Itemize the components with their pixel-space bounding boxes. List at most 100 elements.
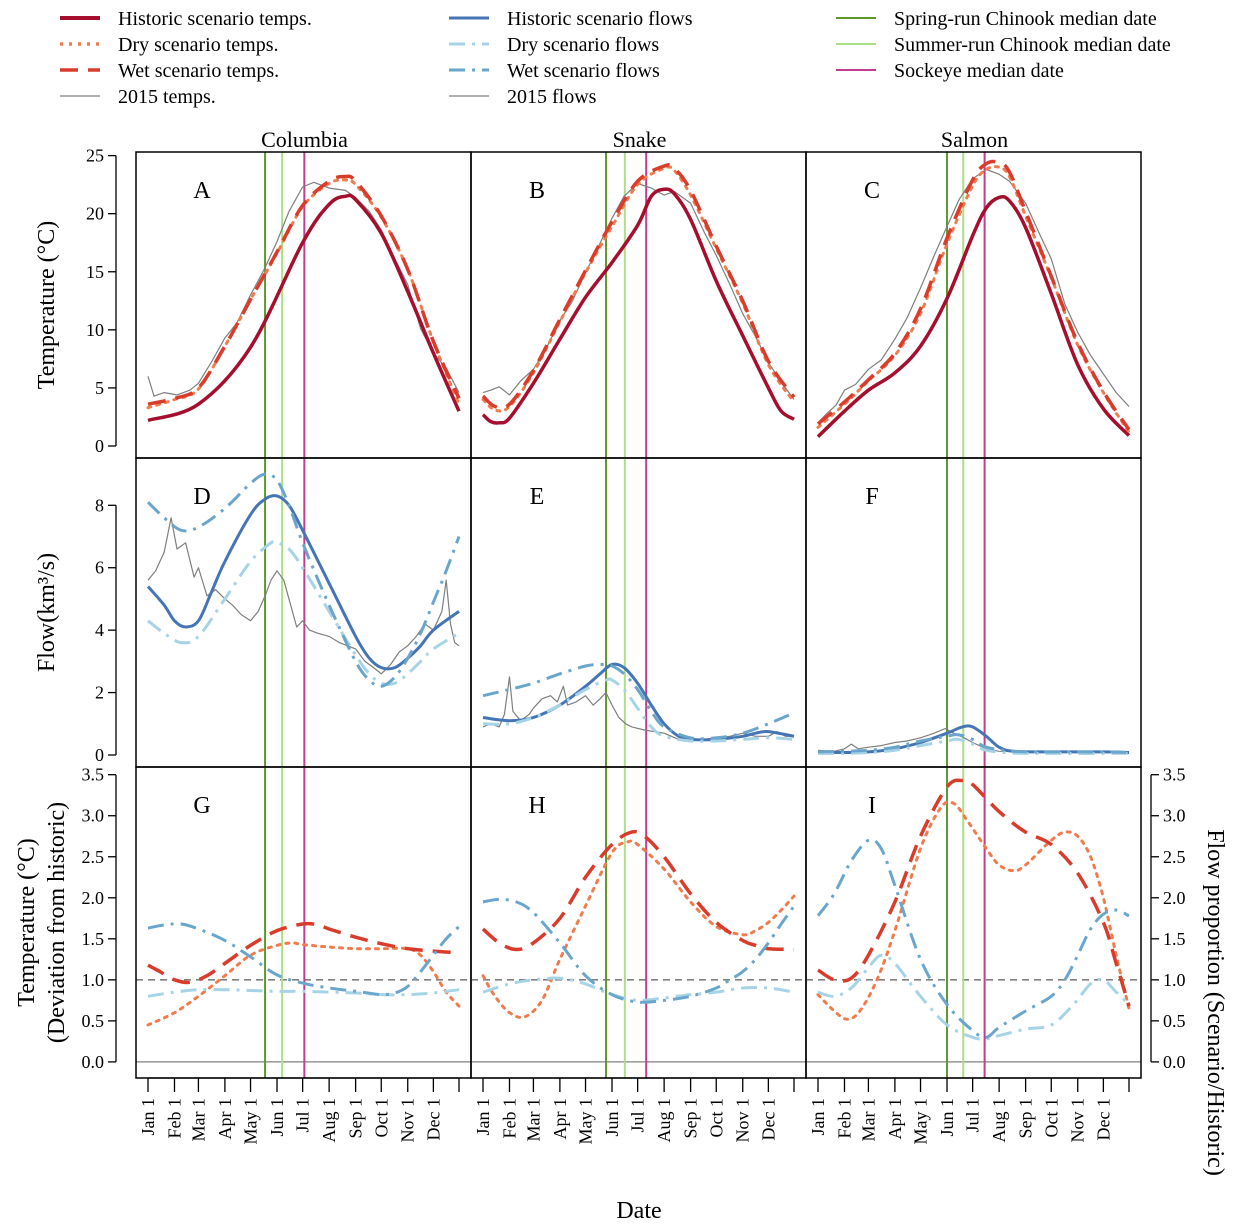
y-tick-label: 1.5 [82,929,105,949]
y-tick-label-right: 2.5 [1163,847,1186,867]
panels-grid: AColumbiaBSnakeCSalmon0510152025Temperat… [14,127,1228,1176]
y-tick-label: 0.5 [82,1011,105,1031]
legend-item-wet-scenario-temps: Wet scenario temps. [60,60,279,82]
panel-frame [470,151,807,459]
series-line-dry-scenario-flows [482,976,795,1002]
y-axis-title-row-1: Temperature (°C) [34,221,60,390]
y-tick-label: 6 [95,558,104,578]
panel-a: A Columbia [135,127,472,459]
series-line-wet-scenario-temps [147,174,461,406]
legend-label-summer-run-chinook-median-date: Summer-run Chinook median date [894,34,1171,56]
y-tick-label: 2 [95,683,104,703]
x-tick-label: May 1 [911,1098,931,1145]
legend-item-summer-run-chinook-median-date: Summer-run Chinook median date [836,34,1171,56]
y-tick-label: 25 [86,146,104,166]
panel-h: H [470,766,807,1079]
legend-label-dry-scenario-flows: Dry scenario flows [507,34,659,56]
x-tick-label: Jul 1 [963,1098,983,1133]
legend-label-dry-scenario-temps: Dry scenario temps. [118,34,279,56]
column-title-snake: Snake [613,127,667,152]
legend-item-2015-flows: 2015 flows [449,86,597,108]
column-title-salmon: Salmon [941,127,1008,152]
x-tick-label: Sep 1 [1016,1098,1036,1139]
x-tick-label: Dec 1 [1093,1098,1113,1140]
x-tick-label: Aug 1 [654,1098,674,1143]
series-line-wet-scenario-temps [147,921,460,985]
x-tick-label: Feb 1 [164,1098,184,1139]
legend-label-wet-scenario-flows: Wet scenario flows [507,60,660,82]
panel-plot-area [146,152,461,458]
legend-item-historic-scenario-temps: Historic scenario temps. [60,8,312,30]
y-tick-label-right: 3.5 [1163,765,1186,785]
y-tick-label: 1.0 [82,970,105,990]
series-line-dry-scenario-flows [147,539,460,686]
x-tick-label: Jul 1 [293,1098,313,1133]
legend-item-spring-run-chinook-median-date: Spring-run Chinook median date [836,8,1157,30]
y-tick-label: 8 [95,495,104,515]
series-line-historic-scenario-temps [147,193,461,423]
x-axis-columbia: Jan 1 Feb 1 Mar 1 Apr 1 May 1 Jun 1 Jul 1 Aug 1… [138,1077,460,1145]
series-line-historic-scenario-temps [816,194,1131,438]
panel-plot-area [136,767,471,1078]
y-tick-label: 0 [95,436,104,456]
x-tick-label: Aug 1 [319,1098,339,1143]
series-line-wet-scenario-flows [817,733,1130,754]
x-axis-snake: Jan 1 Feb 1 Mar 1 Apr 1 May 1 Jun 1 Jul 1 Aug 1… [473,1077,795,1145]
panel-frame [805,457,1142,768]
panel-i: I [805,766,1142,1079]
legend-item-historic-scenario-flows: Historic scenario flows [449,8,693,30]
panel-c: C Salmon [805,127,1142,459]
panel-frame [470,766,807,1079]
legend-item-dry-scenario-flows: Dry scenario flows [449,34,659,56]
x-tick-label: Apr 1 [885,1098,905,1140]
x-tick-label: Jul 1 [628,1098,648,1133]
x-tick-label: Nov 1 [1068,1098,1088,1143]
y-axis-right: 0.0 0.5 1.0 1.5 2.0 2.5 3.0 3.5 Flow proportion … [1150,765,1228,1176]
y-tick-label: 4 [95,620,104,640]
y-tick-label-right: 3.0 [1163,806,1186,826]
y-axis-title-row-3: Temperature (°C) [14,838,40,1007]
x-tick-label: Nov 1 [733,1098,753,1143]
series-line-2015-flows [817,727,1129,753]
y-tick-label: 2.0 [82,888,105,908]
legend: Historic scenario temps. Dry scenario tem… [60,8,1171,108]
series-line-dry-scenario-temps [481,839,796,1019]
y-tick-label: 10 [86,320,104,340]
series-line-wet-scenario-temps [816,159,1131,431]
y-tick-label-right: 1.0 [1163,970,1186,990]
panel-letter: B [529,178,545,204]
y-axis-title-row-3: (Deviation from historic) [44,802,70,1043]
series-line-2015-flows [147,517,460,675]
x-tick-label: Feb 1 [834,1098,854,1139]
series-line-dry-scenario-temps [816,800,1131,1021]
x-tick-label: Nov 1 [398,1098,418,1143]
panel-plot-area [806,767,1141,1078]
x-tick-label: Mar 1 [523,1098,543,1142]
panel-letter: C [864,178,880,204]
legend-label-2015-temps: 2015 temps. [118,86,216,108]
panel-letter: A [193,178,211,204]
y-tick-label-right: 0.0 [1163,1052,1186,1072]
panel-letter: G [193,793,210,819]
legend-item-2015-temps: 2015 temps. [60,86,216,108]
panel-f: F [805,457,1142,768]
series-line-wet-scenario-temps [481,829,795,952]
y-axis-title-right: Flow proportion (Scenario/Historic) [1202,829,1228,1176]
x-tick-label: Jun 1 [937,1098,957,1137]
series-line-wet-scenario-flows [816,838,1130,1039]
x-tick-label: Apr 1 [550,1098,570,1140]
series-line-dry-scenario-flows [147,987,460,998]
series-line-dry-scenario-temps [816,165,1131,434]
series-line-wet-scenario-flows [482,897,796,1004]
y-tick-label: 3.5 [82,765,105,785]
x-tick-label: Dec 1 [423,1098,443,1140]
x-tick-label: Mar 1 [858,1098,878,1142]
x-tick-label: Oct 1 [706,1098,726,1138]
y-tick-label-right: 1.5 [1163,929,1186,949]
y-tick-label: 0 [95,745,104,765]
legend-item-wet-scenario-flows: Wet scenario flows [449,60,660,82]
panel-letter: I [868,793,876,819]
x-tick-label: Feb 1 [499,1098,519,1139]
x-tick-label: Mar 1 [188,1098,208,1142]
